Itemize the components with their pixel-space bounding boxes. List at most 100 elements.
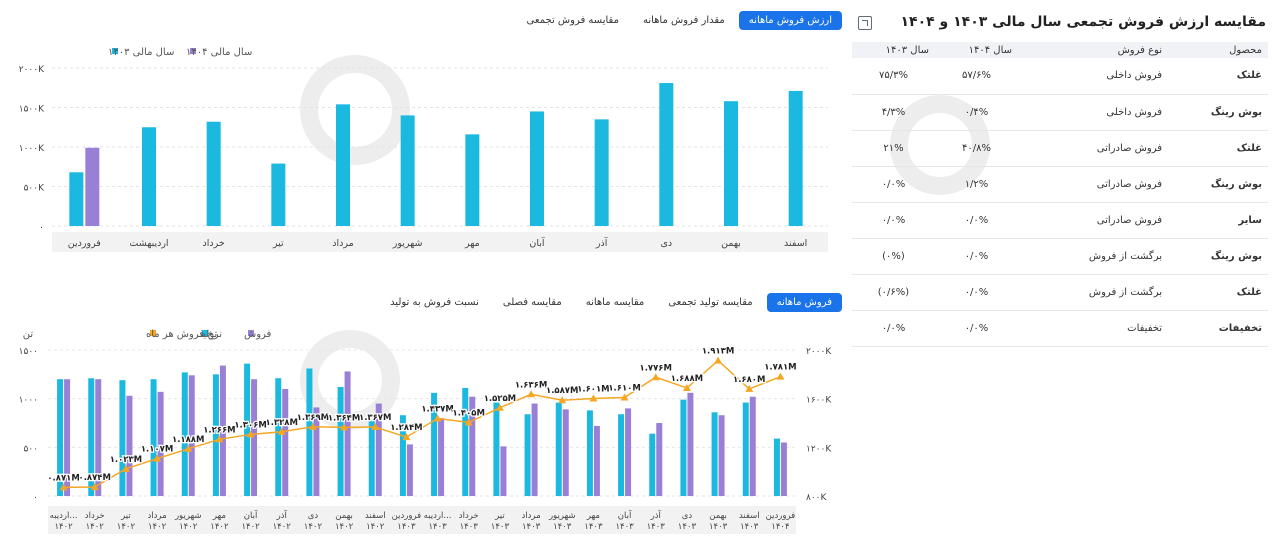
bar-sales[interactable] [282,388,289,496]
bar-1403[interactable] [400,115,415,226]
rate-point[interactable] [402,433,411,441]
header-sale-type[interactable]: نوع فروش [1018,42,1168,58]
top-tab-2[interactable]: مقایسه فروش تجمعی [526,15,619,26]
rate-point[interactable] [464,418,473,426]
rate-point[interactable] [277,427,286,435]
bar-production[interactable] [306,368,313,496]
rate-point[interactable] [184,444,193,452]
bar-sales[interactable] [656,423,663,496]
legend-label-1403[interactable]: سال مالی ۱۴۰۳ [108,47,174,58]
rate-point[interactable] [121,464,130,472]
legend-label-sales[interactable]: فروش [244,329,272,340]
bar-sales[interactable] [313,407,320,496]
rate-point[interactable] [59,483,68,491]
bar-sales[interactable] [625,408,632,496]
bar-1403[interactable] [788,90,803,226]
rate-point[interactable] [776,372,785,380]
rate-point[interactable] [308,422,317,430]
rate-point[interactable] [90,482,99,490]
bar-production[interactable] [337,386,344,496]
bar-1403[interactable] [142,127,156,226]
bar-1403[interactable] [206,121,221,226]
bar-production[interactable] [88,378,95,496]
bar-sales[interactable] [188,375,195,496]
top-tab-1[interactable]: مقدار فروش ماهانه [642,15,725,26]
rate-point[interactable] [215,435,224,443]
bar-1403[interactable] [724,101,738,226]
bar-production[interactable] [57,379,64,496]
bar-production[interactable] [399,415,406,496]
bar-sales[interactable] [64,379,71,496]
bar-1403[interactable] [530,111,544,226]
bar-1403[interactable] [271,163,286,226]
export-icon[interactable] [858,16,872,30]
bar-1403[interactable] [336,104,350,226]
rate-point[interactable] [714,356,723,364]
rate-point[interactable] [433,414,442,422]
rate-point[interactable] [527,390,536,398]
bar-sales[interactable] [438,418,445,496]
bar-sales[interactable] [531,403,538,496]
bar-sales[interactable] [562,409,569,496]
bar-production[interactable] [586,410,593,496]
bar-1403[interactable] [465,134,480,226]
top-tab-0[interactable]: ارزش فروش ماهانه [738,11,842,30]
bar-production[interactable] [119,380,126,496]
bar-1403[interactable] [659,83,674,226]
header-year-1403[interactable]: سال ۱۴۰۳ [852,42,935,58]
bar-production[interactable] [555,402,562,496]
bar-sales[interactable] [718,415,725,496]
bar-sales[interactable] [157,391,164,496]
bottom-tab-4[interactable]: نسبت فروش به تولید [390,297,479,308]
bar-production[interactable] [181,372,188,496]
header-product[interactable]: محصول [1168,42,1268,58]
bar-production[interactable] [462,387,469,496]
bar-production[interactable] [680,399,687,496]
bottom-tab-1[interactable]: مقایسه تولید تجمعی [668,297,753,308]
bar-sales[interactable] [219,365,226,496]
bar-production[interactable] [275,378,282,496]
bottom-tab-0[interactable]: فروش ماهانه [766,293,842,312]
rate-point[interactable] [246,430,255,438]
bar-sales[interactable] [687,392,694,496]
bar-sales[interactable] [406,444,413,496]
rate-point[interactable] [495,403,504,411]
bar-sales[interactable] [375,403,382,496]
bar-1404[interactable] [85,147,100,226]
bar-sales[interactable] [251,379,258,496]
bar-sales[interactable] [500,446,507,496]
bar-sales[interactable] [780,442,787,496]
rate-point[interactable] [153,454,162,462]
bottom-tab-2[interactable]: مقایسه ماهانه [585,297,645,308]
bar-production[interactable] [649,433,656,496]
legend-label-1404[interactable]: سال مالی ۱۴۰۴ [186,47,252,58]
rate-point[interactable] [620,393,629,401]
rate-point[interactable] [651,373,660,381]
bar-production[interactable] [431,392,438,496]
bar-sales[interactable] [469,396,476,496]
bar-production[interactable] [711,412,718,496]
rate-point[interactable] [589,394,598,402]
bar-production[interactable] [524,414,531,496]
legend-label-production[interactable]: تولید [198,329,217,340]
bar-sales[interactable] [126,395,133,496]
rate-point[interactable] [340,423,349,431]
bar-production[interactable] [493,402,500,496]
bar-1403[interactable] [69,172,84,226]
rate-point[interactable] [558,396,567,404]
rate-point[interactable] [682,383,691,391]
bar-production[interactable] [742,402,749,496]
rate-point[interactable] [745,384,754,392]
legend-label-rate[interactable]: نرخ فروش هر ماه [146,329,222,340]
rate-point[interactable] [371,423,380,431]
bar-production[interactable] [150,379,157,496]
bar-production[interactable] [368,421,375,496]
bar-sales[interactable] [593,425,600,496]
bar-production[interactable] [618,414,625,496]
bar-sales[interactable] [344,371,351,496]
bar-sales[interactable] [749,396,756,496]
bottom-tab-3[interactable]: مقایسه فصلی [502,297,562,308]
bar-1403[interactable] [594,119,609,226]
bar-production[interactable] [773,438,780,496]
bar-production[interactable] [244,363,251,496]
